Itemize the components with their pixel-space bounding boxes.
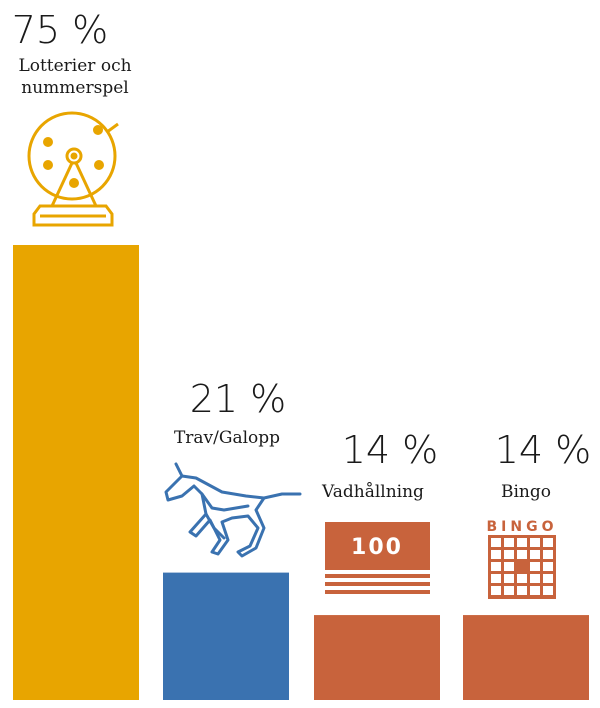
bingo-cell xyxy=(491,574,501,583)
bar-3 xyxy=(314,615,440,700)
value-label-2: 21 % xyxy=(190,377,287,421)
bingo-cell xyxy=(543,538,553,547)
bingo-cell xyxy=(517,574,527,583)
betting-slip-number: 100 xyxy=(351,535,403,560)
bingo-cell xyxy=(530,574,540,583)
bars xyxy=(13,245,589,700)
value-label-3: 14 % xyxy=(342,428,439,472)
bingo-cell xyxy=(543,574,553,583)
bingo-cell xyxy=(504,574,514,583)
bingo-cell xyxy=(504,586,514,595)
bingo-cell xyxy=(504,538,514,547)
bingo-cell xyxy=(530,586,540,595)
bingo-card-title: BINGO xyxy=(487,519,558,535)
bingo-cell xyxy=(517,538,527,547)
bingo-card-icon: BINGO xyxy=(487,519,558,599)
category-label-4: Bingo xyxy=(501,482,551,502)
lottery-drum-icon xyxy=(27,111,119,227)
bar-2 xyxy=(163,572,289,700)
bingo-cell xyxy=(530,538,540,547)
value-label-1: 75 % xyxy=(12,8,109,52)
bar-4 xyxy=(463,615,589,700)
category-label-1: Lotterier och nummerspel xyxy=(18,56,131,98)
bingo-cell xyxy=(491,538,501,547)
bingo-cell xyxy=(530,562,540,571)
bar-1 xyxy=(13,245,139,700)
labels: 75 % 21 % 14 % 14 % Lotterier och nummerspel T… xyxy=(12,8,592,502)
bingo-cell xyxy=(504,550,514,559)
bingo-cell xyxy=(491,562,501,571)
category-label-3: Vadhållning xyxy=(321,482,424,502)
bingo-cell xyxy=(543,562,553,571)
bingo-cell xyxy=(517,550,527,559)
value-label-4: 14 % xyxy=(495,428,592,472)
bingo-cell xyxy=(491,586,501,595)
bingo-cell xyxy=(491,550,501,559)
bingo-cell xyxy=(543,550,553,559)
betting-slip-icon: 100 xyxy=(325,522,430,594)
bingo-cell xyxy=(530,550,540,559)
category-label-2: Trav/Galopp xyxy=(174,428,280,448)
bingo-cell xyxy=(543,586,553,595)
horse-icon xyxy=(164,462,302,558)
bingo-cell xyxy=(504,562,514,571)
bingo-cell xyxy=(517,586,527,595)
